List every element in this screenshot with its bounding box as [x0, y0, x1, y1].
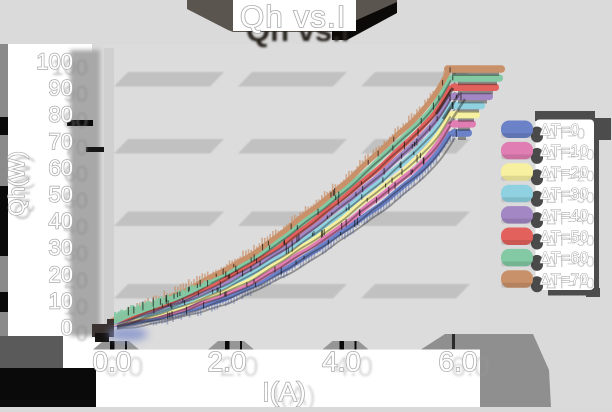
svg-text:ΔT=0: ΔT=0	[546, 126, 586, 143]
svg-text:30: 30	[64, 241, 88, 266]
svg-text:ΔT=20: ΔT=20	[540, 165, 589, 182]
svg-text:4.0: 4.0	[334, 351, 373, 382]
svg-text:ΔT=10: ΔT=10	[546, 147, 595, 164]
svg-text:20: 20	[64, 268, 88, 293]
svg-text:ΔT=70: ΔT=70	[540, 272, 589, 289]
svg-text:40: 40	[64, 215, 88, 240]
svg-text:60: 60	[64, 161, 88, 186]
svg-text:50: 50	[64, 188, 88, 213]
svg-text:100: 100	[36, 49, 73, 74]
svg-text:ΔT=10: ΔT=10	[540, 143, 589, 160]
svg-text:ΔT=30: ΔT=30	[546, 190, 595, 207]
svg-text:Qh(W): Qh(W)	[10, 155, 35, 220]
svg-text:6.0: 6.0	[451, 351, 490, 382]
svg-text:4.0: 4.0	[322, 346, 361, 377]
svg-text:70: 70	[49, 129, 73, 154]
svg-text:ΔT=40: ΔT=40	[546, 211, 595, 228]
svg-text:0.0: 0.0	[93, 346, 132, 377]
svg-text:ΔT=40: ΔT=40	[540, 207, 589, 224]
svg-text:0: 0	[61, 315, 73, 340]
svg-text:70: 70	[64, 135, 88, 160]
svg-text:80: 80	[64, 108, 88, 133]
svg-text:30: 30	[49, 235, 73, 260]
svg-text:2.0: 2.0	[208, 346, 247, 377]
svg-text:ΔT=60: ΔT=60	[540, 250, 589, 267]
svg-text:10: 10	[49, 288, 73, 313]
svg-text:80: 80	[49, 102, 73, 127]
svg-text:I(A): I(A)	[262, 377, 306, 407]
svg-text:0.0: 0.0	[105, 351, 144, 382]
svg-text:6.0: 6.0	[439, 346, 478, 377]
svg-text:I(A): I(A)	[272, 381, 316, 407]
svg-text:90: 90	[64, 82, 88, 107]
svg-text:2.0: 2.0	[220, 351, 259, 382]
svg-text:ΔT=70: ΔT=70	[546, 276, 595, 293]
svg-text:10: 10	[64, 294, 88, 319]
svg-text:50: 50	[49, 182, 73, 207]
svg-text:Qh vs.I: Qh vs.I	[240, 0, 347, 34]
svg-text:ΔT=50: ΔT=50	[546, 233, 595, 250]
svg-text:40: 40	[49, 209, 73, 234]
svg-text:0: 0	[76, 321, 88, 346]
svg-text:ΔT=30: ΔT=30	[540, 186, 589, 203]
svg-text:60: 60	[49, 155, 73, 180]
svg-text:ΔT=20: ΔT=20	[546, 169, 595, 186]
svg-text:ΔT=0: ΔT=0	[540, 122, 580, 139]
svg-text:100: 100	[51, 55, 88, 80]
svg-text:Qh(W): Qh(W)	[4, 151, 29, 216]
svg-text:20: 20	[49, 262, 73, 287]
svg-text:90: 90	[49, 76, 73, 101]
svg-text:ΔT=50: ΔT=50	[540, 229, 589, 246]
svg-text:ΔT=60: ΔT=60	[546, 254, 595, 271]
